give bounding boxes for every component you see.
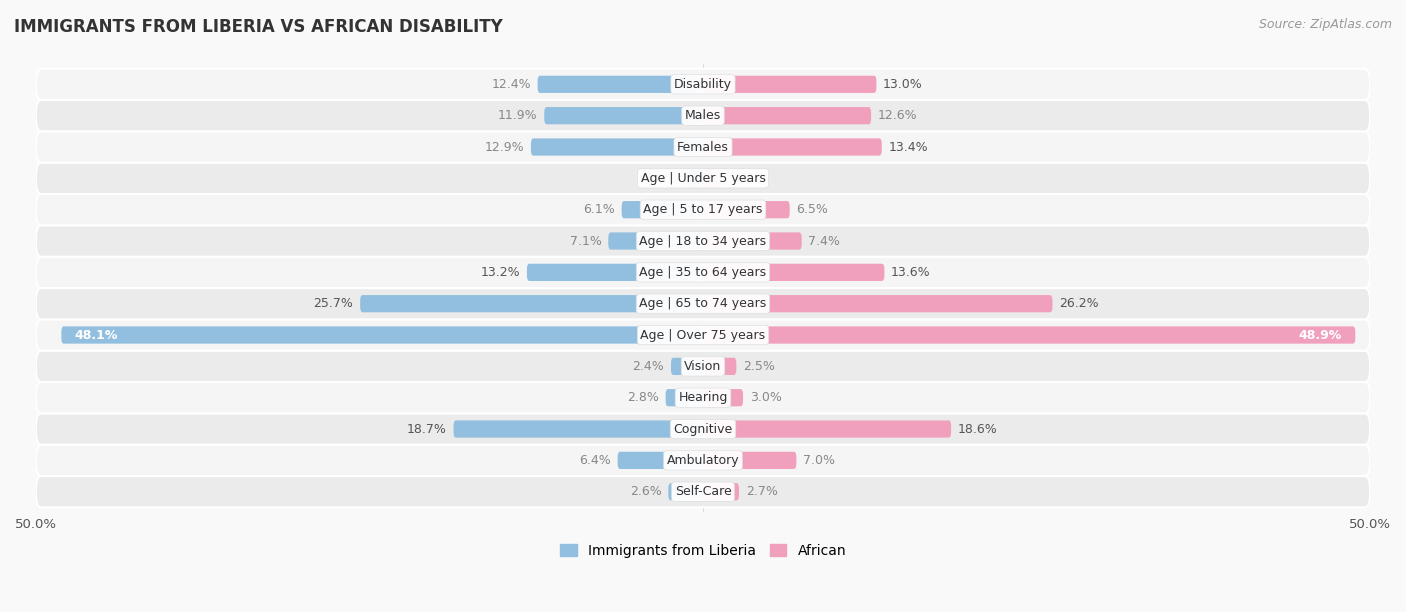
Text: 1.4%: 1.4% — [645, 172, 678, 185]
Text: 13.6%: 13.6% — [891, 266, 931, 279]
FancyBboxPatch shape — [703, 138, 882, 155]
FancyBboxPatch shape — [37, 382, 1369, 413]
FancyBboxPatch shape — [37, 225, 1369, 256]
Text: Age | 35 to 64 years: Age | 35 to 64 years — [640, 266, 766, 279]
Text: 6.5%: 6.5% — [796, 203, 828, 216]
FancyBboxPatch shape — [609, 233, 703, 250]
Legend: Immigrants from Liberia, African: Immigrants from Liberia, African — [554, 539, 852, 564]
FancyBboxPatch shape — [703, 107, 872, 124]
Text: 48.1%: 48.1% — [75, 329, 118, 341]
FancyBboxPatch shape — [703, 170, 721, 187]
FancyBboxPatch shape — [37, 319, 1369, 351]
FancyBboxPatch shape — [685, 170, 703, 187]
Text: 1.4%: 1.4% — [728, 172, 761, 185]
Text: 26.2%: 26.2% — [1059, 297, 1099, 310]
Text: Males: Males — [685, 109, 721, 122]
FancyBboxPatch shape — [703, 389, 742, 406]
FancyBboxPatch shape — [454, 420, 703, 438]
Text: 12.4%: 12.4% — [491, 78, 531, 91]
FancyBboxPatch shape — [621, 201, 703, 218]
Text: Disability: Disability — [673, 78, 733, 91]
FancyBboxPatch shape — [531, 138, 703, 155]
FancyBboxPatch shape — [703, 483, 740, 501]
FancyBboxPatch shape — [37, 351, 1369, 382]
FancyBboxPatch shape — [37, 445, 1369, 476]
FancyBboxPatch shape — [703, 420, 950, 438]
Text: 3.0%: 3.0% — [749, 391, 782, 404]
Text: 13.4%: 13.4% — [889, 141, 928, 154]
FancyBboxPatch shape — [37, 476, 1369, 507]
Text: 2.4%: 2.4% — [633, 360, 664, 373]
Text: Age | 65 to 74 years: Age | 65 to 74 years — [640, 297, 766, 310]
Text: 6.1%: 6.1% — [583, 203, 614, 216]
FancyBboxPatch shape — [360, 295, 703, 312]
Text: 12.9%: 12.9% — [485, 141, 524, 154]
FancyBboxPatch shape — [703, 326, 1355, 344]
FancyBboxPatch shape — [703, 233, 801, 250]
FancyBboxPatch shape — [37, 163, 1369, 194]
Text: Hearing: Hearing — [678, 391, 728, 404]
Text: Ambulatory: Ambulatory — [666, 454, 740, 467]
Text: 18.6%: 18.6% — [957, 422, 997, 436]
Text: Females: Females — [678, 141, 728, 154]
FancyBboxPatch shape — [37, 413, 1369, 445]
Text: 13.0%: 13.0% — [883, 78, 922, 91]
FancyBboxPatch shape — [665, 389, 703, 406]
Text: Vision: Vision — [685, 360, 721, 373]
Text: 7.1%: 7.1% — [569, 234, 602, 247]
FancyBboxPatch shape — [537, 76, 703, 93]
Text: Source: ZipAtlas.com: Source: ZipAtlas.com — [1258, 18, 1392, 31]
Text: 2.6%: 2.6% — [630, 485, 662, 498]
Text: Age | 18 to 34 years: Age | 18 to 34 years — [640, 234, 766, 247]
FancyBboxPatch shape — [703, 76, 876, 93]
FancyBboxPatch shape — [703, 264, 884, 281]
Text: 6.4%: 6.4% — [579, 454, 612, 467]
FancyBboxPatch shape — [37, 194, 1369, 225]
Text: 13.2%: 13.2% — [481, 266, 520, 279]
FancyBboxPatch shape — [703, 201, 790, 218]
Text: 7.4%: 7.4% — [808, 234, 841, 247]
Text: Age | Under 5 years: Age | Under 5 years — [641, 172, 765, 185]
Text: Cognitive: Cognitive — [673, 422, 733, 436]
Text: 48.9%: 48.9% — [1299, 329, 1341, 341]
Text: 18.7%: 18.7% — [406, 422, 447, 436]
FancyBboxPatch shape — [37, 132, 1369, 163]
FancyBboxPatch shape — [37, 256, 1369, 288]
FancyBboxPatch shape — [703, 295, 1053, 312]
FancyBboxPatch shape — [671, 358, 703, 375]
Text: 2.7%: 2.7% — [745, 485, 778, 498]
FancyBboxPatch shape — [544, 107, 703, 124]
FancyBboxPatch shape — [527, 264, 703, 281]
FancyBboxPatch shape — [703, 358, 737, 375]
Text: 11.9%: 11.9% — [498, 109, 537, 122]
Text: 2.8%: 2.8% — [627, 391, 659, 404]
FancyBboxPatch shape — [37, 100, 1369, 132]
FancyBboxPatch shape — [703, 452, 796, 469]
FancyBboxPatch shape — [62, 326, 703, 344]
Text: 7.0%: 7.0% — [803, 454, 835, 467]
FancyBboxPatch shape — [37, 69, 1369, 100]
Text: 2.5%: 2.5% — [742, 360, 775, 373]
Text: IMMIGRANTS FROM LIBERIA VS AFRICAN DISABILITY: IMMIGRANTS FROM LIBERIA VS AFRICAN DISAB… — [14, 18, 503, 36]
FancyBboxPatch shape — [617, 452, 703, 469]
FancyBboxPatch shape — [37, 288, 1369, 319]
Text: 25.7%: 25.7% — [314, 297, 353, 310]
Text: Age | 5 to 17 years: Age | 5 to 17 years — [644, 203, 762, 216]
Text: 12.6%: 12.6% — [877, 109, 917, 122]
Text: Self-Care: Self-Care — [675, 485, 731, 498]
FancyBboxPatch shape — [668, 483, 703, 501]
Text: Age | Over 75 years: Age | Over 75 years — [641, 329, 765, 341]
